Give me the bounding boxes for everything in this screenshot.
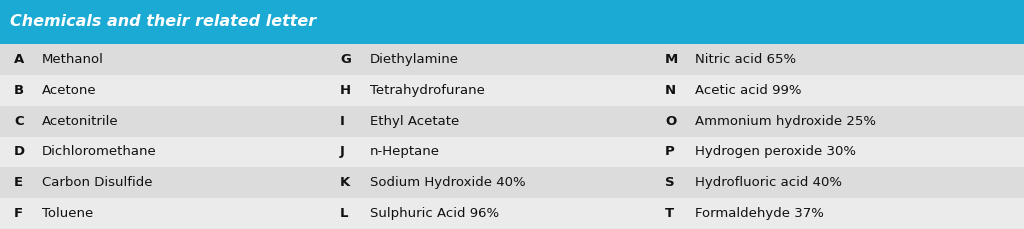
Text: J: J	[340, 145, 345, 158]
Text: Hydrogen peroxide 30%: Hydrogen peroxide 30%	[695, 145, 856, 158]
Bar	[0, 75, 1024, 106]
Text: Hydrofluoric acid 40%: Hydrofluoric acid 40%	[695, 176, 842, 189]
Text: Formaldehyde 37%: Formaldehyde 37%	[695, 207, 824, 220]
Text: Nitric acid 65%: Nitric acid 65%	[695, 53, 796, 66]
Bar	[0, 106, 1024, 136]
Text: Ethyl Acetate: Ethyl Acetate	[370, 114, 459, 128]
Text: L: L	[340, 207, 348, 220]
Text: Sulphuric Acid 96%: Sulphuric Acid 96%	[370, 207, 499, 220]
Text: Methanol: Methanol	[42, 53, 103, 66]
Text: F: F	[14, 207, 24, 220]
Text: Sodium Hydroxide 40%: Sodium Hydroxide 40%	[370, 176, 525, 189]
Text: Acetic acid 99%: Acetic acid 99%	[695, 84, 802, 97]
Text: E: E	[14, 176, 24, 189]
Text: P: P	[665, 145, 675, 158]
Text: A: A	[14, 53, 25, 66]
Text: N: N	[665, 84, 676, 97]
Text: C: C	[14, 114, 24, 128]
Text: I: I	[340, 114, 345, 128]
Text: K: K	[340, 176, 350, 189]
Text: Diethylamine: Diethylamine	[370, 53, 459, 66]
Text: Acetonitrile: Acetonitrile	[42, 114, 119, 128]
Bar	[0, 44, 1024, 75]
Text: Acetone: Acetone	[42, 84, 96, 97]
Text: Chemicals and their related letter: Chemicals and their related letter	[10, 14, 316, 30]
Text: Carbon Disulfide: Carbon Disulfide	[42, 176, 153, 189]
Text: O: O	[665, 114, 676, 128]
Text: D: D	[14, 145, 26, 158]
Text: Dichloromethane: Dichloromethane	[42, 145, 157, 158]
Text: G: G	[340, 53, 351, 66]
Text: B: B	[14, 84, 25, 97]
Bar	[0, 167, 1024, 198]
Text: H: H	[340, 84, 351, 97]
Bar	[0, 136, 1024, 167]
Bar	[0, 0, 1024, 44]
Bar	[0, 198, 1024, 229]
Text: S: S	[665, 176, 675, 189]
Text: Toluene: Toluene	[42, 207, 93, 220]
Text: Ammonium hydroxide 25%: Ammonium hydroxide 25%	[695, 114, 876, 128]
Text: n-Heptane: n-Heptane	[370, 145, 440, 158]
Text: Tetrahydrofurane: Tetrahydrofurane	[370, 84, 485, 97]
Text: M: M	[665, 53, 678, 66]
Text: T: T	[665, 207, 674, 220]
